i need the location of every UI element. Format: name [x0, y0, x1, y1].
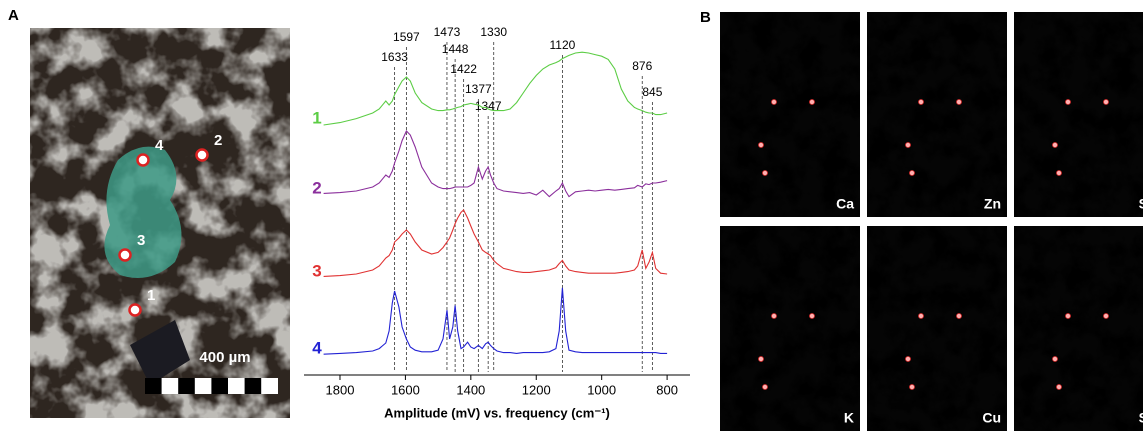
scale-bar-label: 400 µm [199, 349, 250, 366]
spectrum-line [323, 51, 668, 126]
element-label: Zn [984, 196, 1001, 212]
x-tick-label: 1400 [456, 382, 485, 397]
map-point [762, 170, 768, 176]
element-map [867, 226, 1007, 431]
map-point [771, 313, 777, 319]
peak-label: 1422 [450, 62, 477, 76]
x-tick-label: 1800 [326, 382, 355, 397]
map-point [1103, 313, 1109, 319]
peak-label: 876 [632, 59, 652, 73]
map-point [762, 384, 768, 390]
map-point [1065, 99, 1071, 105]
sample-point-label: 1 [147, 287, 155, 304]
peak-label: 1330 [480, 25, 507, 39]
series-label: 3 [312, 261, 321, 280]
element-label: Cu [982, 410, 1001, 426]
peak-label: 1377 [465, 82, 492, 96]
panel-label: B [700, 9, 711, 26]
map-point [909, 170, 915, 176]
sample-point [195, 148, 209, 162]
x-tick-label: 1000 [587, 382, 616, 397]
element-label: Ca [836, 196, 854, 212]
spectra-chart: Amplitude (mV) vs. frequency (cm⁻¹) 1800… [304, 25, 690, 420]
element-label: S [1139, 196, 1143, 212]
map-point [1103, 99, 1109, 105]
map-point [905, 356, 911, 362]
map-point [909, 384, 915, 390]
peak-label: 845 [642, 85, 662, 99]
element-maps: Ca Zn S K Cu S [720, 12, 1143, 431]
element-label: S [1139, 410, 1143, 426]
sample-point-label: 2 [214, 132, 222, 149]
sample-point [136, 153, 150, 167]
map-point [809, 313, 815, 319]
series-label: 1 [312, 108, 321, 127]
scale-bar [145, 378, 278, 394]
series-label: 2 [312, 178, 321, 197]
peak-label: 1448 [442, 42, 469, 56]
element-label: K [844, 410, 854, 426]
spectrum-line [323, 287, 668, 355]
green-deposit [104, 146, 182, 279]
map-point [956, 99, 962, 105]
element-map [720, 12, 860, 217]
x-tick-label: 800 [656, 382, 678, 397]
map-point [809, 99, 815, 105]
map-point [1052, 142, 1058, 148]
x-tick-label: 1200 [522, 382, 551, 397]
x-axis-label: Amplitude (mV) vs. frequency (cm⁻¹) [384, 405, 610, 420]
map-point [1056, 170, 1062, 176]
map-point [918, 313, 924, 319]
peak-label: 1120 [550, 38, 576, 52]
sample-point [128, 303, 142, 317]
sample-point-label: 3 [137, 232, 145, 249]
peak-label: 1473 [434, 25, 461, 39]
sample-point [118, 248, 132, 262]
map-point [758, 142, 764, 148]
map-point [1065, 313, 1071, 319]
dark-crystal [130, 320, 190, 385]
peak-label: 1347 [475, 99, 502, 113]
peak-label: 1633 [381, 50, 408, 64]
panel-label: A [8, 7, 19, 24]
map-point [905, 142, 911, 148]
element-map [867, 12, 1007, 217]
x-tick-label: 1600 [391, 382, 420, 397]
element-map [1014, 12, 1143, 217]
map-point [1052, 356, 1058, 362]
element-map [1014, 226, 1143, 431]
map-point [918, 99, 924, 105]
map-point [956, 313, 962, 319]
map-point [758, 356, 764, 362]
peak-label: 1597 [393, 30, 420, 44]
photo-points: 1 2 3 4 [118, 132, 222, 317]
spectrum-line [323, 130, 668, 198]
map-point [771, 99, 777, 105]
map-point [1056, 384, 1062, 390]
element-map [720, 226, 860, 431]
spectrum-line [323, 209, 668, 277]
series-label: 4 [312, 338, 322, 357]
sample-point-label: 4 [155, 137, 164, 154]
